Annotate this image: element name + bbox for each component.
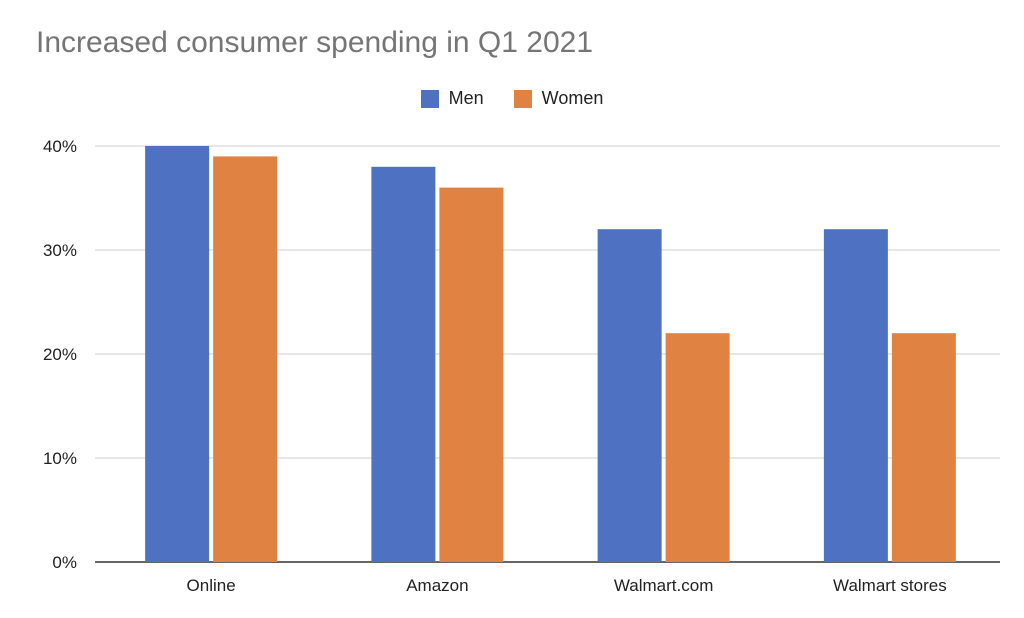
legend: Men Women — [0, 88, 1024, 109]
legend-label-men: Men — [448, 88, 484, 108]
x-tick-label: Walmart.com — [614, 576, 714, 595]
legend-item-men: Men — [420, 88, 484, 109]
y-tick-label: 40% — [43, 137, 77, 156]
legend-swatch-women — [513, 89, 532, 108]
x-tick-label: Online — [187, 576, 236, 595]
bar-men — [371, 166, 436, 563]
bar-women — [891, 333, 956, 562]
y-tick-label: 20% — [43, 345, 77, 364]
y-tick-label: 0% — [52, 553, 77, 572]
y-tick-label: 10% — [43, 449, 77, 468]
y-tick-label: 30% — [43, 241, 77, 260]
legend-item-women: Women — [513, 88, 604, 109]
legend-swatch-men — [420, 89, 439, 108]
bar-men — [597, 229, 662, 562]
bar-men — [145, 146, 210, 562]
bar-men — [823, 229, 888, 562]
legend-label-women: Women — [541, 88, 604, 108]
bar-women — [439, 187, 504, 562]
x-tick-label: Amazon — [406, 576, 468, 595]
bar-women — [665, 333, 730, 562]
x-tick-label: Walmart stores — [833, 576, 947, 595]
bar-women — [213, 156, 278, 562]
chart-title: Increased consumer spending in Q1 2021 — [36, 26, 594, 59]
